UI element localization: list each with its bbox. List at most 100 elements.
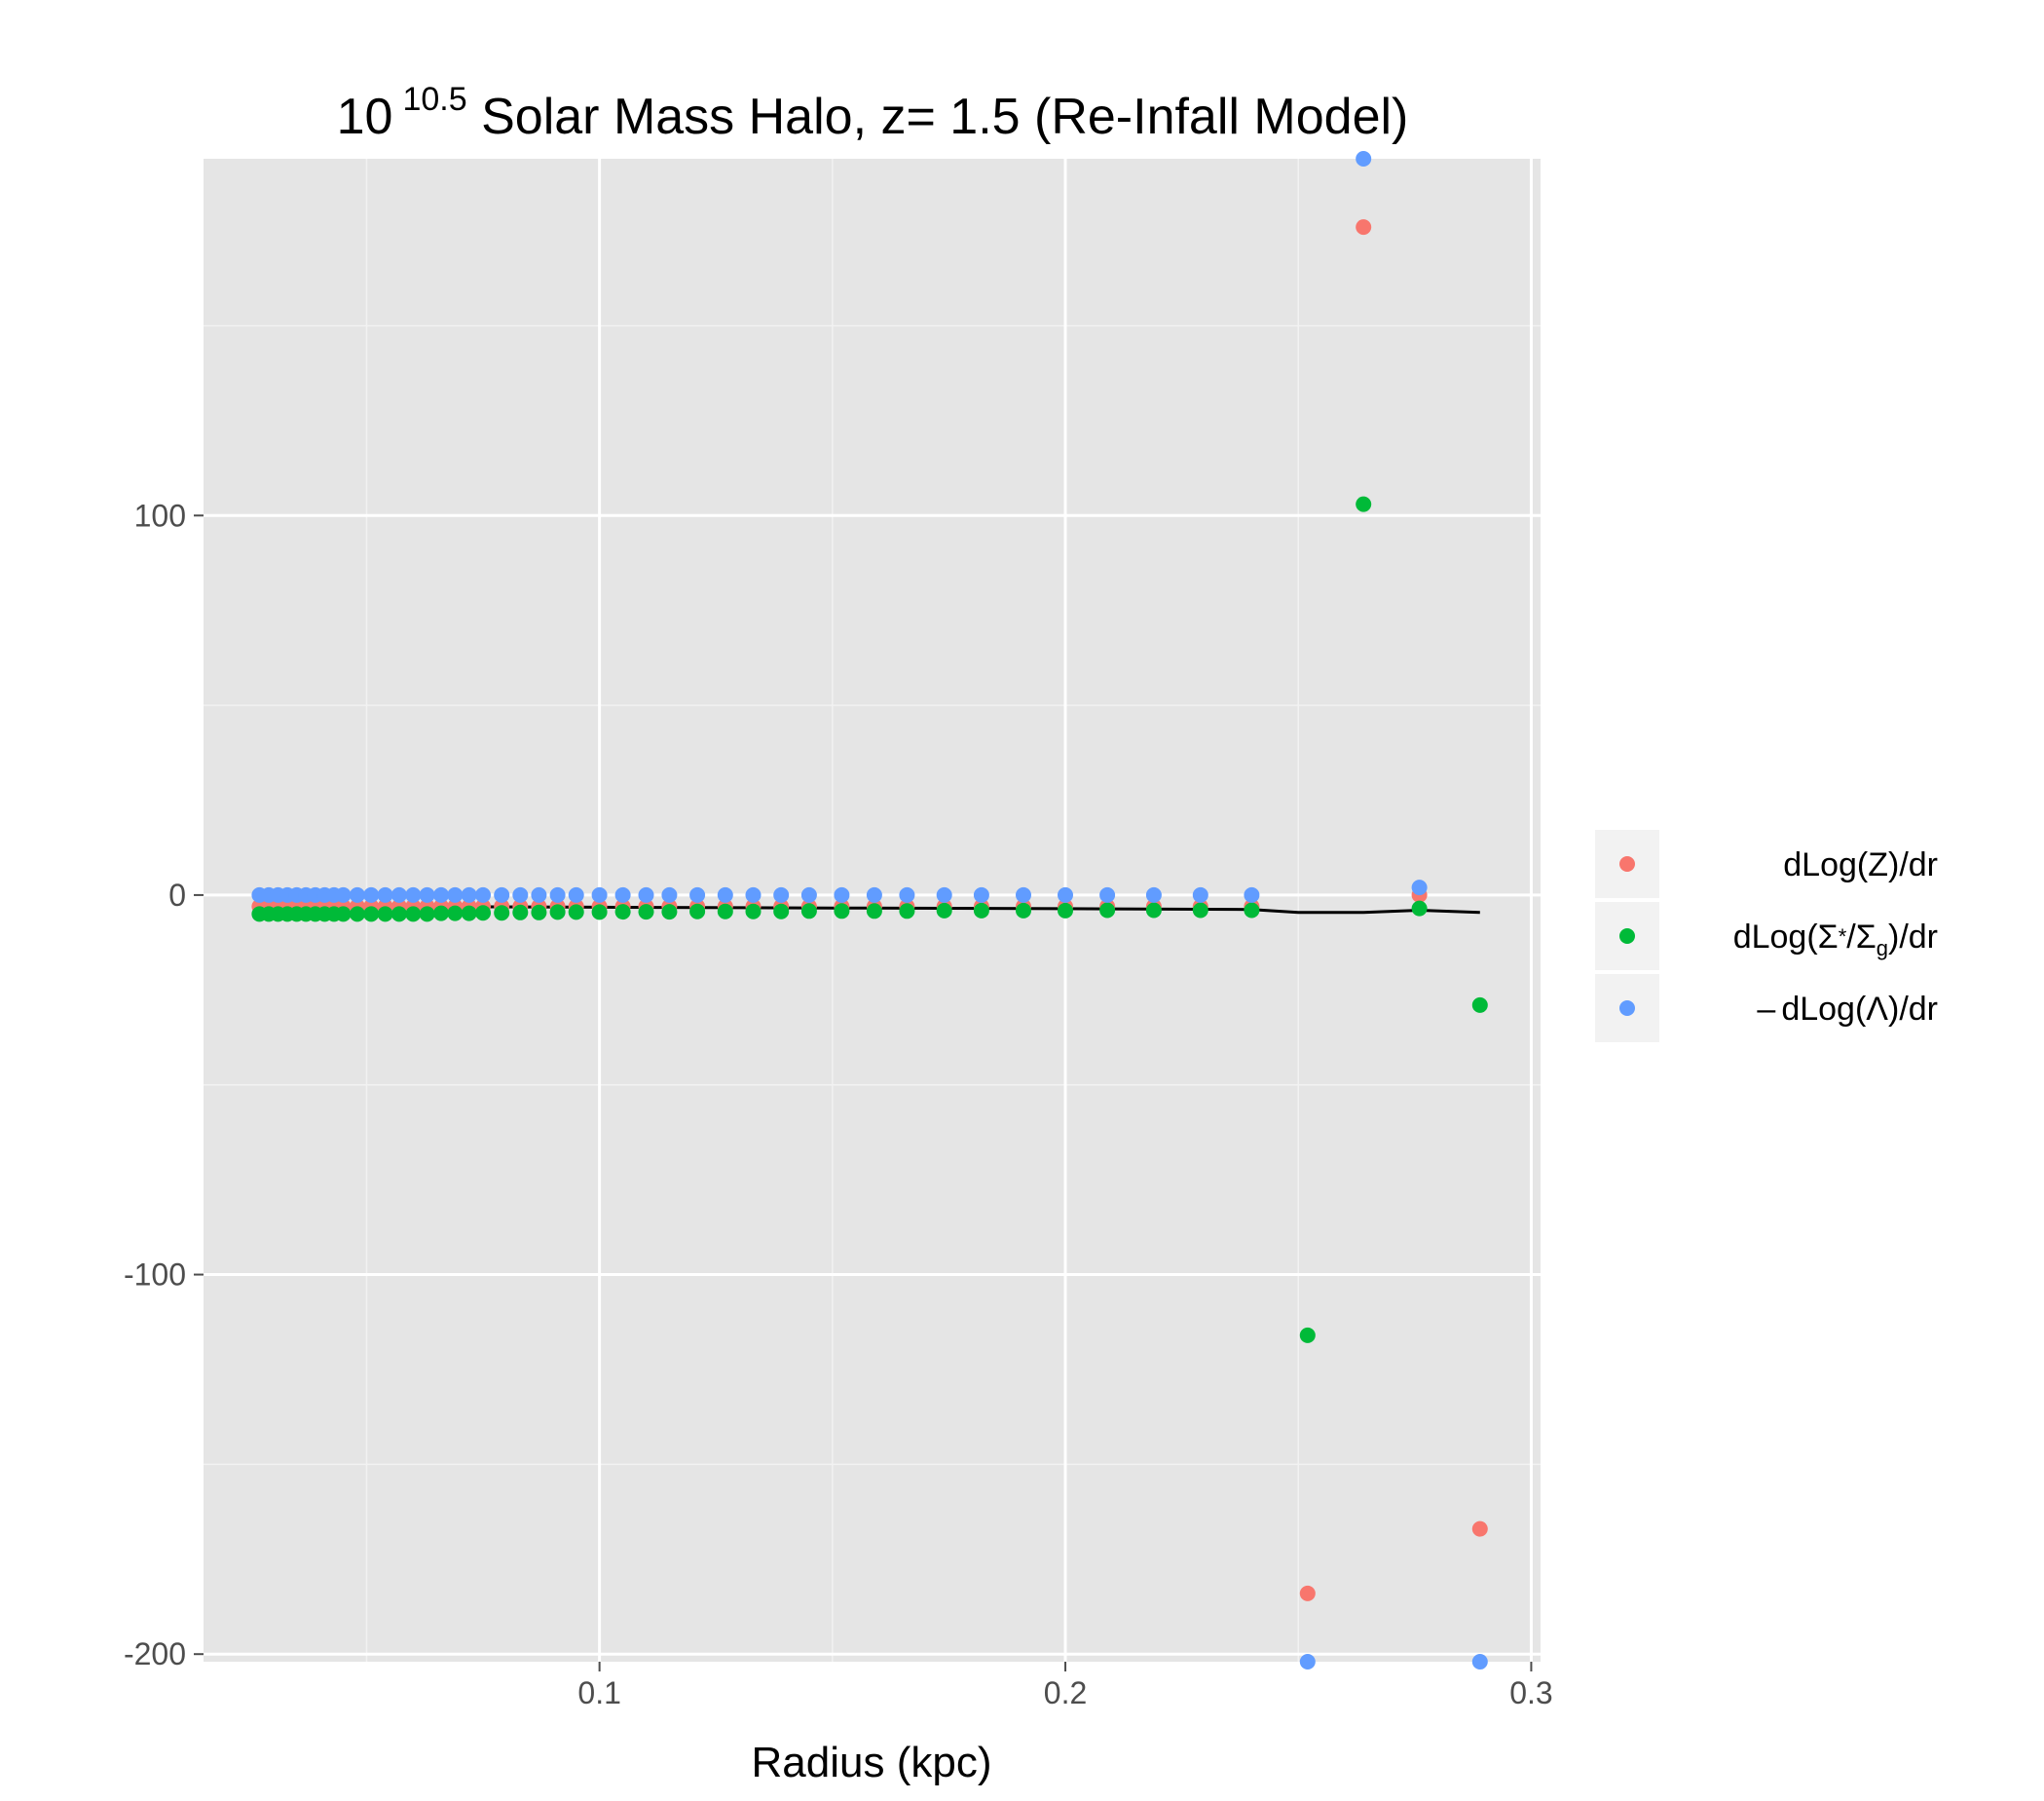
sigma-ratio-gradient-point — [433, 905, 449, 921]
lambda-gradient-point — [1299, 1654, 1316, 1670]
sigma-ratio-gradient-point — [745, 903, 762, 919]
lambda-gradient-point — [1058, 886, 1073, 903]
lambda-gradient-point — [390, 886, 407, 903]
sigma-ratio-gradient-point — [419, 906, 435, 922]
sigma-ratio-gradient-point — [531, 904, 547, 920]
sigma-ratio-gradient-point — [512, 904, 529, 920]
sigma-ratio-gradient-point — [773, 903, 790, 919]
lambda-gradient-point — [405, 886, 422, 903]
lambda-gradient-point — [834, 886, 850, 903]
sigma-ratio-gradient-point — [689, 903, 706, 919]
lambda-gradient-point — [512, 886, 529, 903]
lambda-gradient-point — [568, 886, 584, 903]
sigma-ratio-gradient-point — [1471, 996, 1488, 1013]
lambda-gradient-point — [773, 886, 790, 903]
lambda-gradient-point — [531, 886, 547, 903]
sigma-ratio-gradient-point — [461, 905, 477, 921]
sigma-ratio-gradient-point — [638, 904, 654, 920]
sigma-ratio-gradient-point — [475, 905, 491, 921]
sigma-ratio-gradient-point — [800, 903, 817, 919]
sigma-ratio-gradient-point — [568, 904, 584, 920]
legend-subscript: g — [1877, 936, 1888, 960]
major-gridlines — [204, 159, 1541, 1662]
chart-title-base: 10 — [337, 89, 393, 145]
legend-text: )/dr — [1888, 846, 1938, 883]
lambda-gradient-point — [494, 886, 510, 903]
sigma-ratio-gradient-point — [494, 905, 510, 921]
data-points — [251, 151, 1488, 1670]
legend-symbol: Z — [1868, 846, 1888, 883]
sigma-ratio-gradient-point — [866, 903, 882, 919]
sigma-ratio-gradient-point — [973, 902, 989, 919]
sigma-ratio-gradient-point — [1244, 902, 1260, 919]
sigma-ratio-gradient-point — [661, 904, 678, 920]
lambda-gradient-point — [745, 886, 762, 903]
lambda-gradient-point — [973, 886, 989, 903]
sigma-ratio-gradient-point — [1099, 902, 1116, 919]
legend-label: – dLog(Λ)/dr — [1757, 991, 1938, 1028]
legend-sign: – — [1757, 991, 1775, 1028]
sigma-ratio-gradient-point — [377, 906, 393, 922]
lambda-gradient-point — [549, 886, 566, 903]
lambda-gradient-point — [689, 886, 706, 903]
lambda-gradient-point — [475, 886, 491, 903]
lambda-gradient-point — [349, 886, 365, 903]
sigma-ratio-gradient-point — [447, 905, 464, 921]
legend-marker — [1619, 1000, 1635, 1016]
sigma-ratio-gradient-point — [834, 903, 850, 919]
lambda-gradient-point — [866, 886, 882, 903]
lambda-gradient-point — [1099, 886, 1116, 903]
x-axis-title: Radius (kpc) — [752, 1739, 992, 1786]
legend-marker — [1619, 928, 1635, 944]
lambda-gradient-point — [591, 886, 608, 903]
lambda-gradient-point — [1244, 886, 1260, 903]
lambda-gradient-point — [377, 886, 393, 903]
y-tick-label: 0 — [168, 878, 186, 913]
sigma-ratio-gradient-point — [1356, 496, 1372, 512]
axis-ticks — [194, 514, 1533, 1671]
legend-text: dLog( — [1783, 846, 1869, 883]
sigma-ratio-gradient-point — [1016, 902, 1031, 919]
legend-text: dLog( — [1781, 991, 1867, 1028]
y-tick-label: 100 — [134, 498, 186, 533]
sigma-ratio-gradient-point — [335, 906, 352, 922]
legend-symbol: Σ — [1818, 919, 1839, 956]
sigma-ratio-gradient-point — [614, 904, 631, 920]
legend-symbol: Σ — [1856, 919, 1877, 956]
sigma-ratio-gradient-point — [390, 906, 407, 922]
legend-marker — [1619, 856, 1635, 872]
lambda-gradient-point — [1145, 886, 1162, 903]
sigma-ratio-gradient-point — [405, 906, 422, 922]
sigma-ratio-gradient-point — [363, 906, 380, 922]
sigma-ratio-gradient-point — [1058, 902, 1073, 919]
lambda-gradient-point — [461, 886, 477, 903]
sigma-ratio-gradient-point — [1299, 1327, 1316, 1343]
z-gradient-point — [1471, 1520, 1488, 1537]
lambda-gradient-point — [335, 886, 352, 903]
legend-item-lambda-gradient: – dLog(Λ)/dr — [1593, 972, 1938, 1044]
z-gradient-point — [1356, 219, 1372, 236]
lambda-gradient-point — [717, 886, 733, 903]
lambda-gradient-point — [800, 886, 817, 903]
lambda-gradient-point — [899, 886, 915, 903]
lambda-gradient-point — [363, 886, 380, 903]
sigma-ratio-gradient-point — [1192, 902, 1208, 919]
legend-symbol: Λ — [1866, 991, 1888, 1028]
minor-gridlines — [204, 159, 1541, 1662]
lambda-gradient-point — [1016, 886, 1031, 903]
legend-text: dLog( — [1733, 919, 1819, 956]
sigma-ratio-gradient-point — [349, 906, 365, 922]
z-gradient-point — [1299, 1585, 1316, 1601]
lambda-gradient-point — [936, 886, 952, 903]
legend-item-z-gradient: dLog(Z)/dr — [1593, 828, 1938, 900]
sigma-ratio-gradient-point — [549, 904, 566, 920]
lambda-gradient-point — [419, 886, 435, 903]
x-tick-label: 0.2 — [1044, 1675, 1087, 1710]
lambda-gradient-point — [638, 886, 654, 903]
y-tick-label: -100 — [124, 1257, 186, 1293]
legend-text: )/dr — [1888, 919, 1938, 956]
chart-title-exponent: 10.5 — [402, 81, 466, 118]
legend-superscript: * — [1839, 924, 1847, 949]
